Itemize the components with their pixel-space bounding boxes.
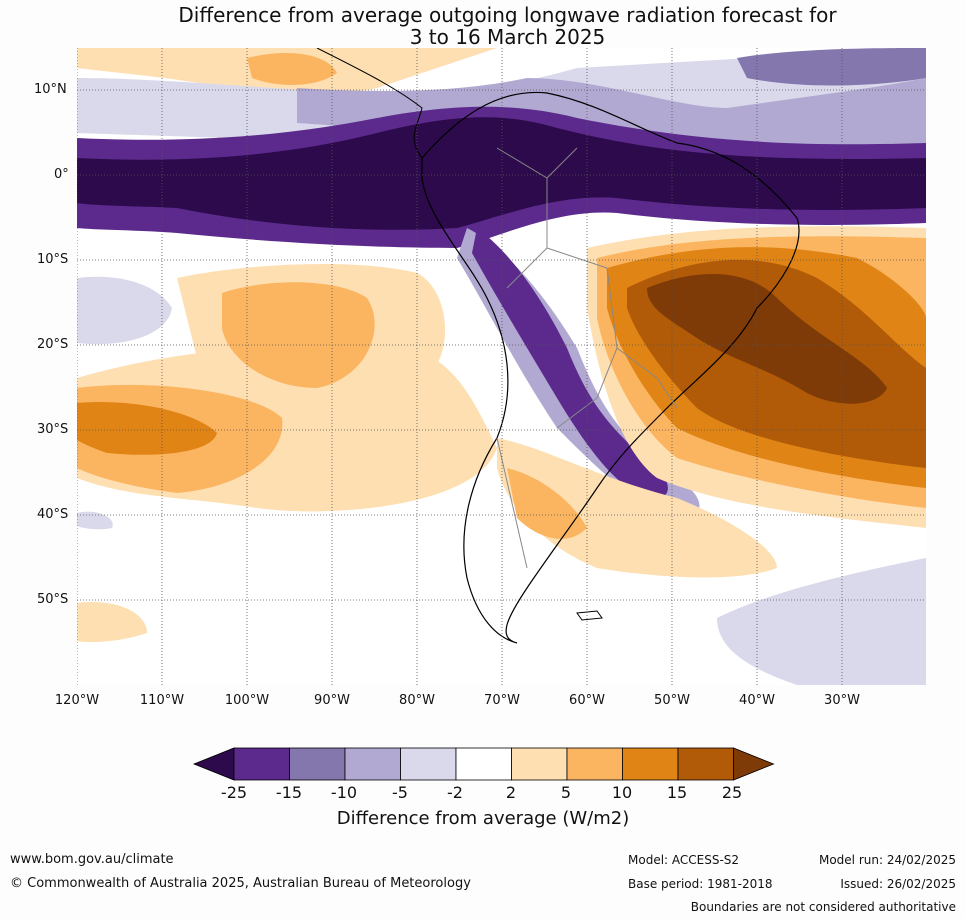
country-borders: [496, 147, 678, 569]
colorbar-tick-25: 25: [721, 783, 743, 802]
lat-label-50s: 50°S: [37, 592, 69, 607]
colorbar-swatch: [511, 747, 568, 781]
website-link[interactable]: www.bom.gov.au/climate: [10, 852, 174, 867]
colorbar-tick-10: 10: [611, 783, 633, 802]
lat-label-40s: 40°S: [37, 507, 69, 522]
lon-label-120w: 120°W: [54, 693, 100, 708]
lat-label-10n: 10°N: [34, 82, 67, 97]
colorbar-tick-minus-15: -15: [275, 783, 303, 802]
lat-label-10s: 10°S: [37, 252, 69, 267]
colorbar-swatch: [233, 747, 290, 781]
colorbar-extend-high: [733, 747, 775, 781]
anomaly-region-lilac-north: [297, 78, 926, 159]
lon-label-30w: 30°W: [824, 693, 860, 708]
colorbar-tick-15: 15: [666, 783, 688, 802]
falkland-islands: [576, 610, 603, 621]
lon-label-100w: 100°W: [224, 693, 270, 708]
colorbar-extend-low: [192, 747, 235, 781]
colorbar-swatch: [400, 747, 457, 781]
colorbar-tick-minus-25: -25: [220, 783, 248, 802]
anomaly-region-lavender-sw: [77, 511, 113, 530]
colorbar: [192, 747, 775, 781]
anomaly-region-lavender-se: [717, 558, 926, 685]
issued-text: Issued: 26/02/2025: [840, 877, 956, 891]
lon-label-90w: 90°W: [314, 693, 350, 708]
model-text: Model: ACCESS-S2: [628, 853, 740, 867]
anomaly-region-lavender-west: [77, 276, 172, 345]
anomaly-region-mauve-ne: [737, 48, 926, 86]
colorbar-tick-minus-10: -10: [330, 783, 358, 802]
lon-label-70w: 70°W: [484, 693, 520, 708]
colorbar-tick-2: 2: [505, 783, 517, 802]
title-line-2: 3 to 16 March 2025: [409, 25, 606, 49]
lon-label-40w: 40°W: [739, 693, 775, 708]
anomaly-region-dark-orange-sw: [77, 402, 217, 455]
lon-label-50w: 50°W: [654, 693, 690, 708]
model-run-text: Model run: 24/02/2025: [818, 853, 956, 867]
lat-label-0: 0°: [54, 167, 69, 182]
lat-label-20s: 20°S: [37, 337, 69, 352]
colorbar-swatch: [455, 747, 512, 781]
anomaly-region-orange-north-2: [247, 53, 337, 85]
colorbar-label: Difference from average (W/m2): [336, 808, 630, 829]
colorbar-swatch: [677, 747, 734, 781]
colorbar-tick-minus-2: -2: [447, 783, 463, 802]
copyright-text: © Commonwealth of Australia 2025, Austra…: [10, 876, 471, 891]
gridlines: [77, 48, 926, 685]
lon-label-60w: 60°W: [569, 693, 605, 708]
colorbar-tick-minus-5: -5: [392, 783, 408, 802]
anomaly-region-light-orange-far-sw: [77, 602, 147, 643]
central-america-coastline: [316, 48, 423, 159]
map-area: [77, 48, 926, 685]
lat-label-30s: 30°S: [37, 422, 69, 437]
title-line-1: Difference from average outgoing longwav…: [178, 3, 837, 27]
lon-label-110w: 110°W: [139, 693, 185, 708]
colorbar-swatch: [622, 747, 679, 781]
anomaly-region-darkest-brown-east: [647, 274, 887, 404]
base-period-text: Base period: 1981-2018: [628, 877, 773, 891]
anomaly-region-orange-south: [507, 468, 587, 539]
colorbar-swatch: [289, 747, 346, 781]
anomaly-region-darkest-purple-band: [77, 117, 926, 230]
map-title: Difference from average outgoing longwav…: [0, 4, 965, 48]
anomaly-region-purple-andes: [472, 228, 668, 499]
colorbar-swatch: [344, 747, 401, 781]
anomaly-region-light-orange-south: [497, 438, 777, 578]
lon-label-80w: 80°W: [399, 693, 435, 708]
colorbar-tick-5: 5: [560, 783, 572, 802]
olr-anomaly-map: [77, 48, 926, 685]
anomaly-region-orange-mid: [222, 282, 375, 388]
disclaimer-text: Boundaries are not considered authoritat…: [690, 900, 956, 914]
south-america-coastline: [421, 91, 800, 644]
colorbar-swatch: [566, 747, 623, 781]
